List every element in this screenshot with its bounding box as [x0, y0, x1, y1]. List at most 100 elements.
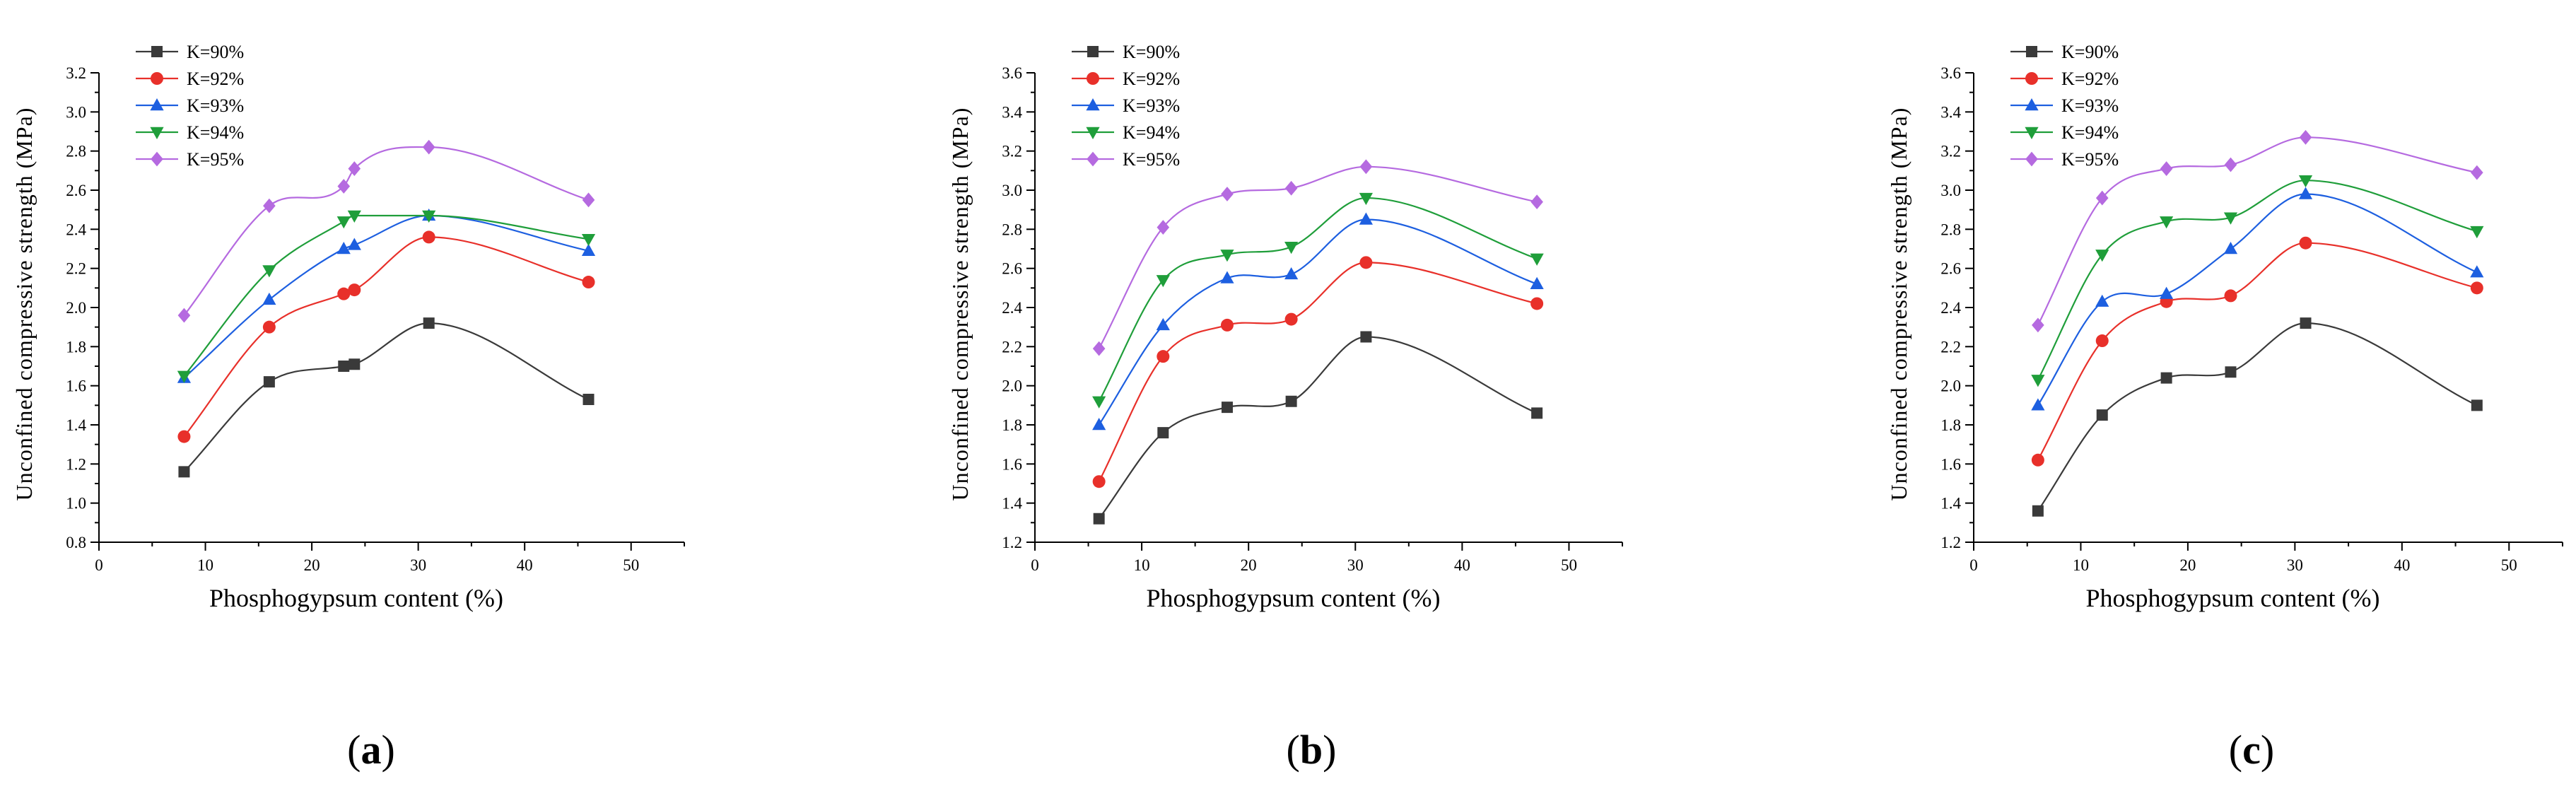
data-point — [1220, 250, 1234, 262]
series-line — [1098, 218, 1538, 426]
series-K=90% — [1093, 331, 1543, 525]
caption-letter: c — [2242, 727, 2261, 773]
data-point — [2471, 165, 2483, 180]
legend-label: K=93% — [2061, 95, 2119, 116]
legend-label: K=90% — [2061, 42, 2119, 62]
data-point — [338, 361, 350, 372]
data-point — [1531, 407, 1543, 419]
y-tick-label: 2.6 — [1940, 260, 1961, 278]
series-line — [183, 214, 589, 377]
x-tick-label: 30 — [410, 556, 426, 574]
data-point — [581, 243, 596, 256]
y-tick-label: 1.6 — [1940, 455, 1961, 473]
data-point — [1284, 242, 1299, 254]
x-axis-label: Phosphogypsum content (%) — [1147, 584, 1441, 612]
data-point — [1359, 192, 1373, 206]
panel-caption: (a) — [347, 727, 395, 773]
data-point — [2225, 366, 2237, 378]
series-K=93% — [1092, 212, 1544, 431]
x-tick-label: 50 — [2501, 556, 2517, 574]
legend-entry: K=94% — [1072, 122, 1180, 143]
data-point — [2160, 161, 2173, 176]
data-point — [263, 198, 276, 213]
legend-entry: K=92% — [1072, 69, 1180, 89]
x-tick-label: 10 — [197, 556, 213, 574]
data-point — [582, 192, 595, 208]
x-tick-label: 0 — [1969, 556, 1978, 574]
data-point — [582, 276, 595, 289]
data-point — [2096, 409, 2108, 421]
legend-entry: K=93% — [2010, 95, 2119, 116]
series-line — [2037, 136, 2478, 326]
data-point — [2470, 265, 2484, 278]
data-point — [2095, 190, 2109, 206]
data-point — [422, 139, 435, 155]
series-line — [183, 322, 589, 473]
panel-caption: (b) — [1287, 727, 1337, 773]
y-tick-label: 3.0 — [66, 103, 86, 121]
y-tick-label: 1.4 — [1940, 495, 1961, 513]
data-point — [1359, 256, 1373, 269]
series-line — [183, 236, 589, 438]
data-point — [337, 287, 351, 300]
data-point — [1360, 331, 1372, 343]
legend-label: K=93% — [1123, 95, 1180, 116]
x-tick-label: 50 — [1561, 556, 1577, 574]
legend-entry: K=95% — [2010, 149, 2119, 170]
panel-caption: (c) — [2229, 727, 2274, 773]
data-point — [2224, 289, 2237, 303]
data-point — [2298, 175, 2313, 188]
legend-marker — [2025, 72, 2038, 85]
legend-marker — [150, 98, 164, 111]
legend-entry: K=90% — [2010, 42, 2119, 62]
legend-marker — [1087, 46, 1099, 57]
y-tick-label: 3.2 — [1002, 143, 1022, 160]
y-tick-label: 3.2 — [1940, 143, 1961, 160]
legend-label: K=95% — [1123, 149, 1180, 170]
data-point — [423, 317, 435, 329]
series-K=93% — [177, 208, 596, 383]
data-point — [2223, 242, 2238, 254]
y-tick-label: 1.8 — [1002, 416, 1022, 434]
data-point — [582, 394, 595, 406]
y-tick-label: 2.4 — [1940, 299, 1961, 317]
y-tick-label: 2.0 — [66, 299, 86, 317]
x-tick-label: 40 — [2394, 556, 2410, 574]
data-point — [2471, 399, 2483, 411]
legend-label: K=95% — [187, 149, 244, 170]
series-line — [1098, 165, 1538, 349]
x-tick-label: 30 — [2287, 556, 2303, 574]
data-point — [422, 230, 435, 244]
series-line — [2037, 242, 2478, 461]
caption-paren-close: ) — [1323, 727, 1336, 773]
chart-panel-b: 0 10 20 30 40 50 1.2 1.4 1.6 1.8 2.0 2.2 2.4 2.6 2.8 3.… — [947, 42, 1623, 773]
y-tick-label: 3.0 — [1002, 182, 1022, 199]
series-line — [1098, 262, 1538, 482]
series-K=90% — [2032, 317, 2483, 517]
data-point — [2031, 375, 2045, 387]
data-point — [1530, 194, 1543, 209]
series-line — [183, 146, 589, 316]
y-tick-label: 1.6 — [66, 377, 86, 395]
data-point — [2095, 294, 2109, 307]
legend-entry: K=93% — [1072, 95, 1180, 116]
legend-label: K=94% — [2061, 122, 2119, 143]
caption-paren-open: ( — [2229, 727, 2242, 773]
data-point — [178, 466, 190, 478]
data-point — [263, 376, 275, 388]
y-tick-label: 3.2 — [66, 64, 86, 82]
legend-marker — [151, 151, 163, 167]
caption-paren-open: ( — [1287, 727, 1300, 773]
legend-label: K=95% — [2061, 149, 2119, 170]
y-tick-label: 3.0 — [1940, 182, 1961, 199]
data-point — [2470, 281, 2483, 295]
data-point — [349, 358, 361, 370]
x-tick-label: 20 — [2179, 556, 2196, 574]
y-tick-label: 1.2 — [1940, 534, 1961, 551]
legend-marker — [151, 46, 163, 57]
data-point — [2032, 505, 2044, 517]
data-point — [177, 308, 191, 323]
y-tick-label: 1.4 — [66, 416, 86, 434]
y-tick-label: 1.8 — [66, 338, 86, 356]
y-tick-label: 1.4 — [1002, 495, 1022, 513]
